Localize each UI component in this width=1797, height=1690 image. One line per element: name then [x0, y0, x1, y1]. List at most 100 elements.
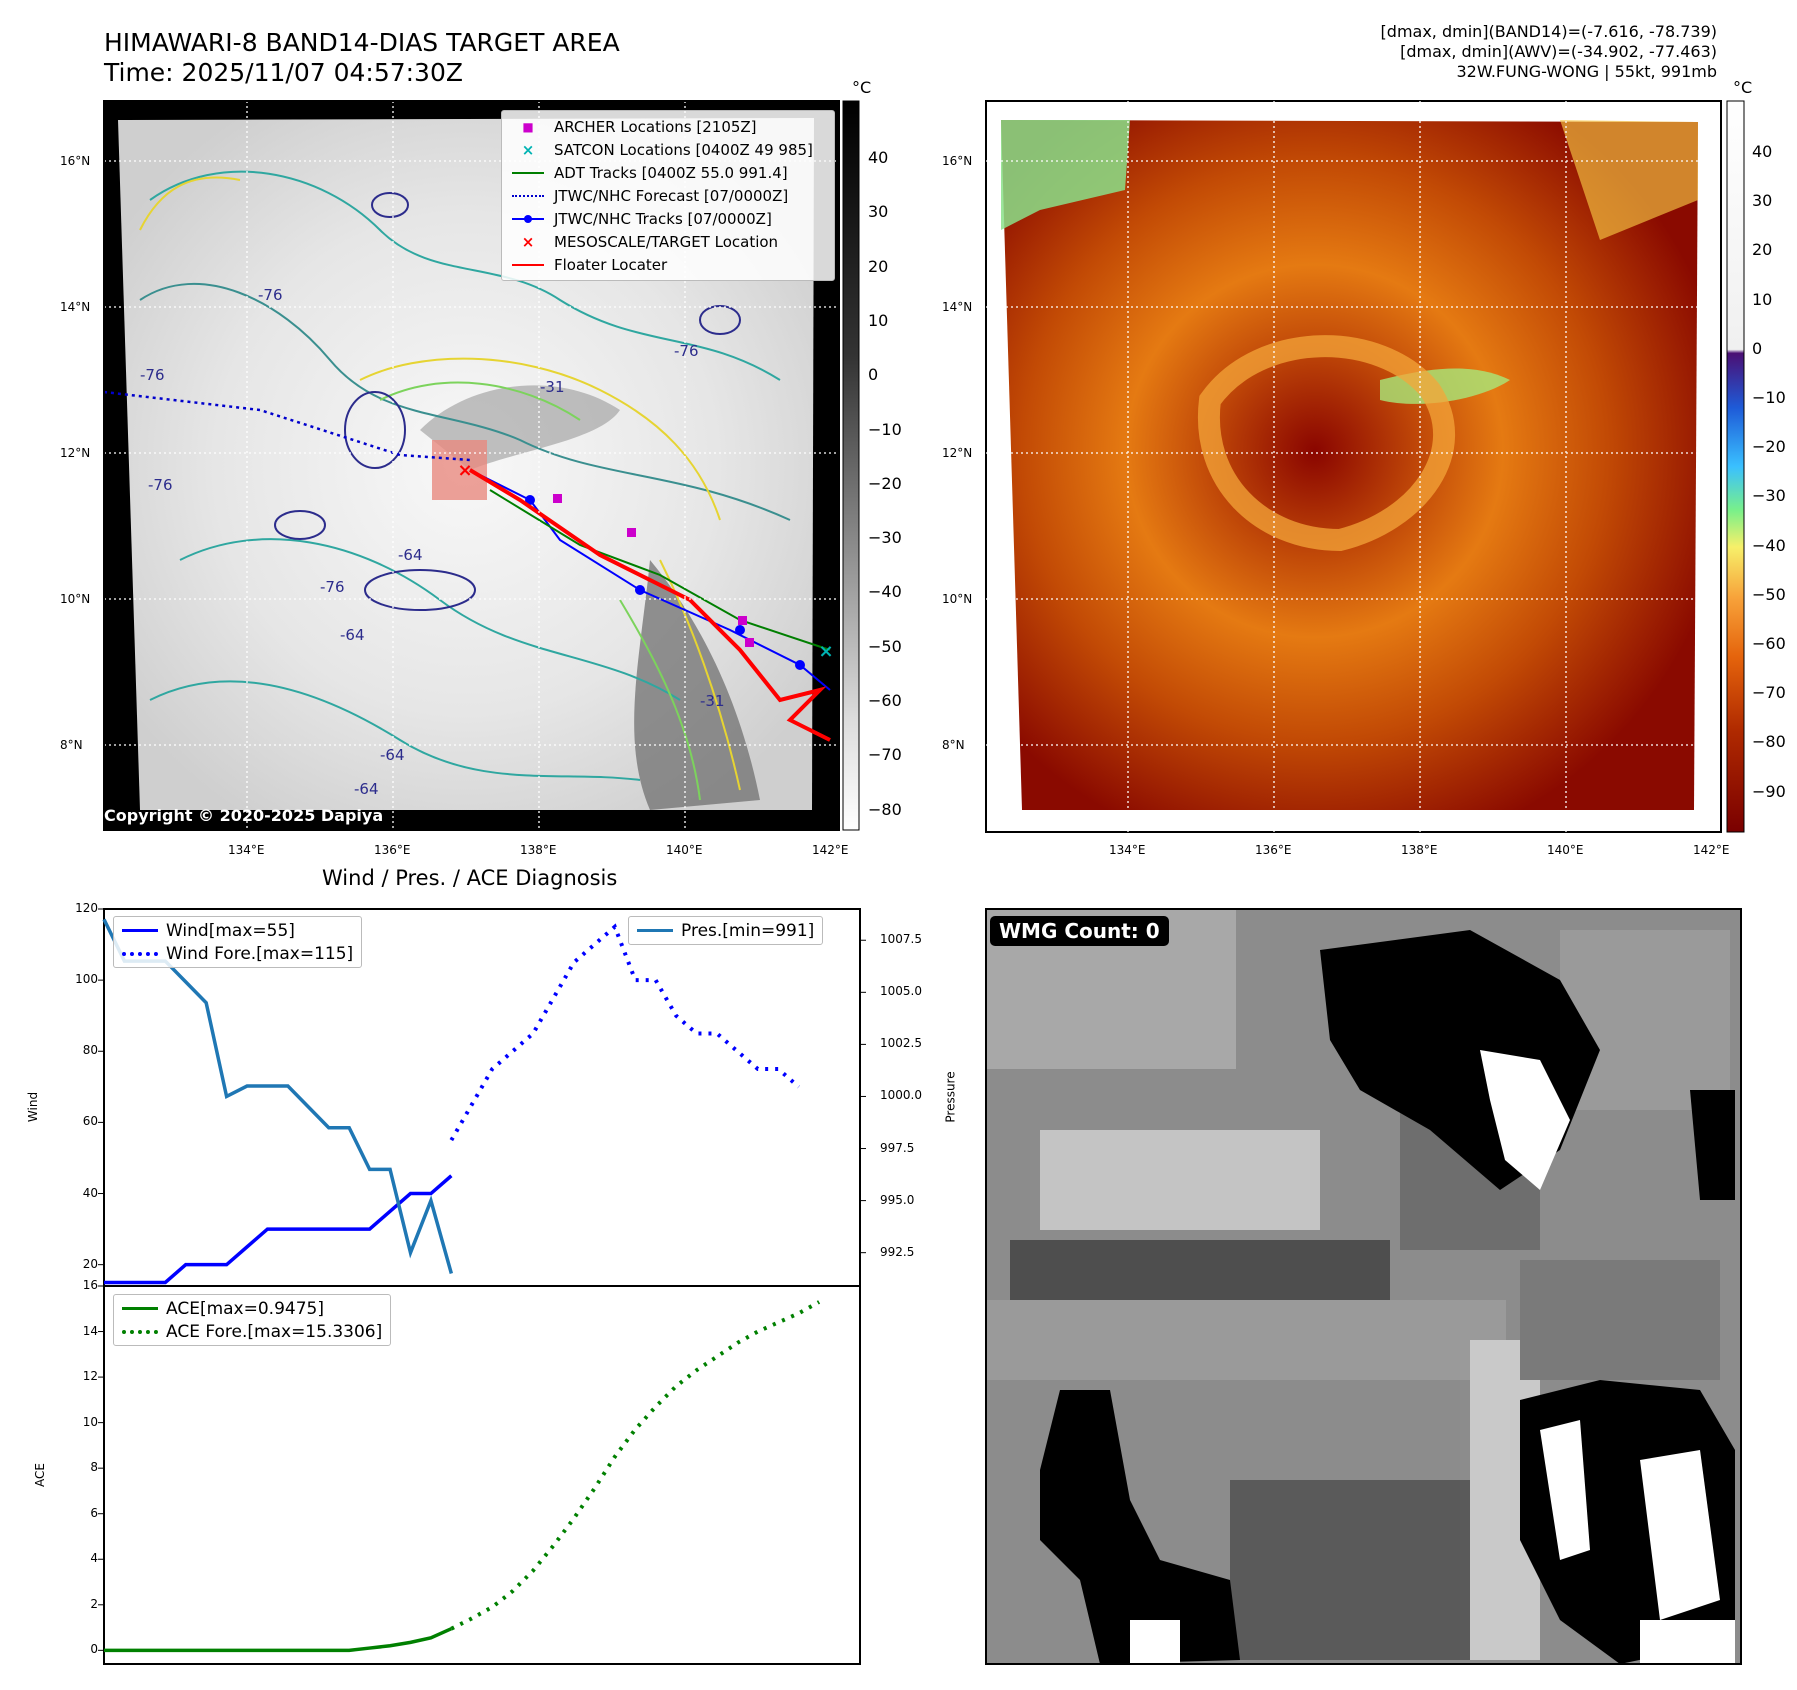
legend-item-wind: Wind[max=55]: [122, 919, 353, 942]
line-icon: [510, 164, 546, 182]
y-tick-label: 120: [75, 901, 98, 915]
y-tick-label: 4: [90, 1551, 98, 1566]
right-map-eyewall: [1197, 335, 1456, 552]
colorbar-tick: −20: [1752, 437, 1786, 457]
satcon-marker: ×: [818, 641, 833, 662]
y-tick-label: 0: [90, 1642, 98, 1657]
colorbar-tick: −50: [1752, 584, 1786, 604]
pressure-legend: Pres.[min=991]: [628, 916, 824, 945]
legend-item-tracks: JTWC/NHC Tracks [07/0000Z]: [510, 207, 826, 230]
line-dot-icon: [510, 210, 546, 228]
y-tick-label: 20: [82, 1256, 98, 1271]
wmg-count-badge: WMG Count: 0: [990, 916, 1169, 946]
colorbar-tick: 20: [1752, 240, 1773, 260]
ace-axis-label: ACE: [32, 1463, 47, 1487]
legend-label: ACE[max=0.9475]: [166, 1298, 324, 1319]
lon-tick: 134°E: [228, 843, 265, 857]
lon-tick: 142°E: [1693, 843, 1730, 857]
legend-label: Wind Fore.[max=115]: [166, 943, 354, 964]
contour-label: -64: [380, 746, 405, 764]
mesoscale-target-marker: ×: [457, 460, 472, 481]
y-tick-label: 100: [75, 972, 98, 987]
floater-locater: [468, 468, 831, 742]
lon-tick: 136°E: [1255, 843, 1292, 857]
legend-label: JTWC/NHC Forecast [07/0000Z]: [554, 186, 789, 205]
lat-tick: 10°N: [942, 592, 973, 606]
y-tick-label: 10: [82, 1414, 98, 1429]
wmg-panel-frame: [985, 908, 1742, 1665]
diagnosis-title: Wind / Pres. / ACE Diagnosis: [322, 866, 618, 890]
chart-title: HIMAWARI-8 BAND14-DIAS TARGET AREA: [104, 28, 620, 57]
colorbar-tick: 10: [868, 310, 889, 330]
chart-time: Time: 2025/11/07 04:57:30Z: [104, 58, 463, 87]
y-tick-label: 1002.5: [880, 1036, 922, 1051]
adt-track: [489, 489, 831, 651]
ace-plot-frame: [103, 1285, 861, 1665]
left-map-frame: [103, 100, 840, 831]
colorbar-tick: −20: [868, 473, 902, 493]
dotted-line-icon: [122, 944, 158, 964]
colorbar-tick: −80: [1752, 732, 1786, 752]
lat-tick: 14°N: [942, 300, 973, 314]
y-tick-label: 12: [82, 1369, 98, 1384]
lat-tick: 12°N: [942, 446, 973, 460]
contour-label-group: -76 -76 -76 -64 -76 -64 -31 -31 -64 -76 …: [140, 286, 725, 798]
colorbar-tick: −40: [868, 582, 902, 602]
colorbar-unit: °C: [1733, 78, 1753, 97]
legend-label: JTWC/NHC Tracks [07/0000Z]: [554, 209, 772, 228]
y-tick-label: 60: [82, 1114, 98, 1129]
left-colorbar: [842, 100, 860, 831]
y-tick-label: 6: [90, 1505, 98, 1520]
legend-label: Floater Locater: [554, 255, 668, 274]
contour-label: -64: [398, 546, 423, 564]
colorbar-tick: −40: [1752, 535, 1786, 555]
lon-tick: 134°E: [1109, 843, 1146, 857]
colorbar-tick: 0: [1752, 338, 1763, 358]
legend-label: Pres.[min=991]: [681, 920, 815, 941]
wind-pressure-plot-frame: [103, 908, 861, 1287]
line-icon: [122, 1299, 158, 1319]
lat-tick: 16°N: [60, 154, 91, 168]
legend-item-satcon: × SATCON Locations [0400Z 49 985]: [510, 138, 826, 161]
info-storm: 32W.FUNG-WONG | 55kt, 991mb: [1456, 62, 1717, 81]
info-band14: [dmax, dmin](BAND14)=(-7.616, -78.739): [1380, 22, 1717, 41]
archer-points: [553, 494, 754, 647]
lat-tick: 14°N: [60, 300, 91, 314]
y-tick-label: 8: [90, 1460, 98, 1475]
pressure-axis-label: Pressure: [943, 1071, 958, 1123]
colorbar-unit: °C: [852, 78, 872, 97]
ace-series: [104, 1627, 453, 1653]
legend-label: ADT Tracks [0400Z 55.0 991.4]: [554, 163, 788, 182]
ace-forecast-series: [450, 1300, 821, 1631]
contour-label: -76: [258, 286, 283, 304]
line-icon: [637, 921, 673, 941]
y-tick-label: 992.5: [880, 1244, 915, 1259]
legend-item-ace: ACE[max=0.9475]: [122, 1297, 382, 1320]
colorbar-tick: −10: [868, 419, 902, 439]
colorbar-tick: −80: [868, 799, 902, 819]
contour-label: -31: [540, 378, 565, 396]
right-map-image: [1001, 120, 1698, 810]
y-tick-label: 1005.0: [880, 984, 922, 999]
lon-tick: 138°E: [1401, 843, 1438, 857]
legend-item-pressure: Pres.[min=991]: [637, 919, 814, 942]
lat-tick: 8°N: [942, 738, 965, 752]
lat-tick: 8°N: [60, 738, 83, 752]
left-map-cold-contours: [274, 192, 741, 611]
info-awv: [dmax, dmin](AWV)=(-34.902, -77.463): [1400, 42, 1717, 61]
square-icon: ■: [522, 119, 534, 134]
legend-item-archer: ■ ARCHER Locations [2105Z]: [510, 115, 826, 138]
forecast-track: [103, 390, 471, 462]
colorbar-tick: −60: [1752, 634, 1786, 653]
colorbar-tick: 0: [868, 365, 879, 385]
lon-tick: 140°E: [1547, 843, 1584, 857]
y-tick-label: 80: [82, 1043, 98, 1058]
legend-label: SATCON Locations [0400Z 49 985]: [554, 140, 813, 159]
y-tick-label: 14: [82, 1323, 98, 1338]
colorbar-tick: −50: [868, 636, 902, 656]
legend-label: ARCHER Locations [2105Z]: [554, 117, 757, 136]
legend-item-floater: Floater Locater: [510, 253, 826, 276]
colorbar-tick: −30: [868, 528, 902, 548]
colorbar-tick: −70: [868, 745, 902, 765]
